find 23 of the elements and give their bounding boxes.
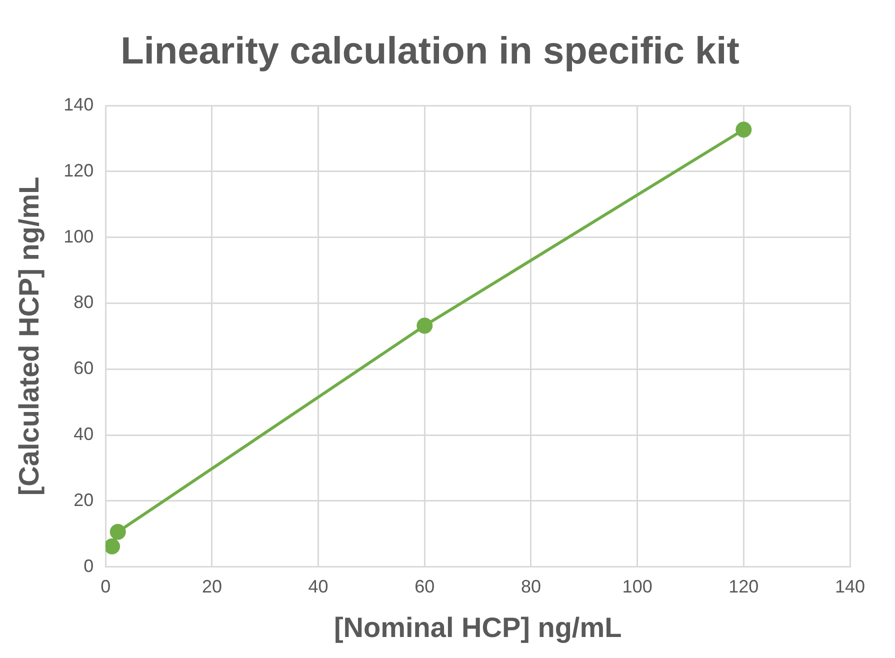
y-tick-label: 0: [84, 556, 94, 576]
x-tick-label: 0: [100, 576, 111, 597]
chart-title: Linearity calculation in specific kit: [120, 30, 740, 72]
x-tick-label: 80: [520, 576, 541, 597]
y-tick-label: 60: [74, 358, 94, 378]
x-tick-label: 20: [202, 576, 222, 597]
y-tick-label: 120: [64, 160, 94, 180]
point: [110, 524, 126, 540]
x-axis-title: [Nominal HCP] ng/mL: [334, 612, 622, 643]
y-tick-label: 140: [64, 94, 94, 115]
point: [736, 122, 752, 138]
y-tick-label: 20: [74, 490, 94, 510]
y-tick-label: 100: [64, 226, 94, 246]
point: [106, 538, 120, 554]
x-tick-label: 60: [414, 576, 435, 597]
x-tick-label: 120: [728, 576, 759, 597]
x-tick-label: 100: [622, 576, 652, 597]
x-tick-label: 40: [308, 576, 328, 597]
y-tick-label: 80: [74, 292, 94, 312]
y-axis-title: [Calculated HCP] ng/mL: [14, 176, 45, 496]
point: [416, 318, 433, 334]
x-tick-label: 140: [834, 576, 866, 597]
y-tick-label: 40: [74, 424, 94, 444]
